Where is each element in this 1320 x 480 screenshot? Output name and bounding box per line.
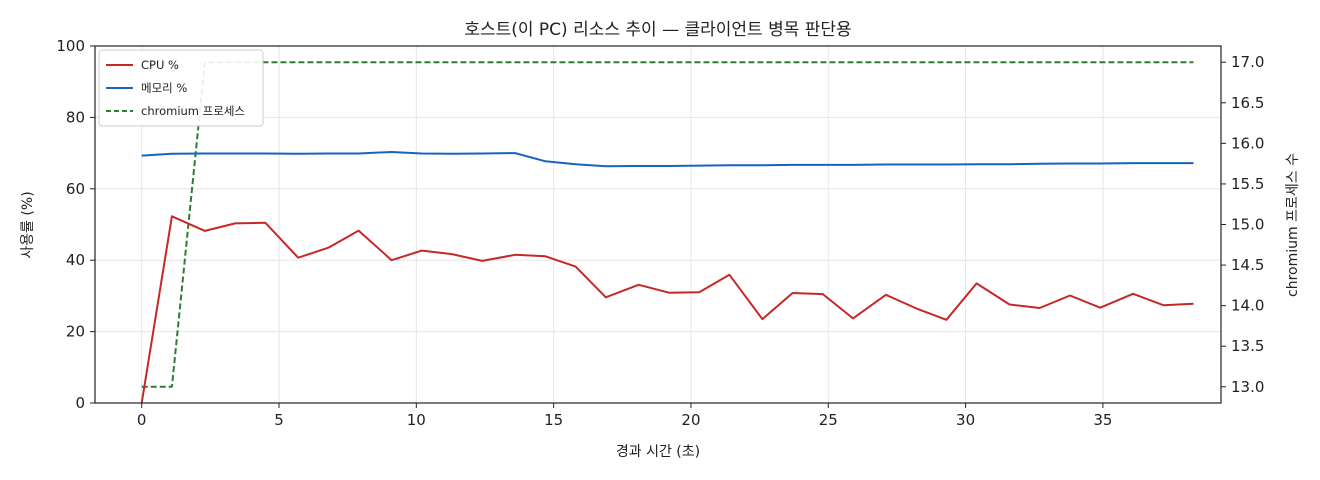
y-axis-label: 사용률 (%) bbox=[20, 191, 36, 258]
x-tick-label: 30 bbox=[956, 411, 975, 429]
series-line-cpu bbox=[140, 215, 1194, 404]
y-tick-label: 40 bbox=[66, 251, 85, 269]
x-tick-label: 35 bbox=[1093, 411, 1112, 429]
y2-tick-label: 13.5 bbox=[1231, 337, 1264, 355]
series-line-memory bbox=[141, 151, 1194, 168]
y2-tick-label: 15.0 bbox=[1231, 216, 1264, 234]
legend-label-cpu: CPU % bbox=[141, 58, 179, 72]
x-axis: 0 5 10 15 20 25 30 35 bbox=[137, 403, 1112, 429]
y-tick-label: 80 bbox=[66, 108, 85, 126]
legend: CPU % 메모리 % chromium 프로세스 bbox=[98, 49, 264, 127]
y2-tick-label: 16.0 bbox=[1231, 134, 1264, 152]
y-axis-left: 0 20 40 60 80 100 bbox=[56, 37, 95, 412]
grid-lines bbox=[95, 45, 1221, 404]
y2-tick-label: 14.5 bbox=[1231, 256, 1264, 274]
y-tick-label: 100 bbox=[56, 37, 85, 55]
series-line-chromium bbox=[141, 61, 1194, 388]
y2-tick-label: 16.5 bbox=[1231, 94, 1264, 112]
x-axis-label: 경과 시간 (초) bbox=[616, 444, 700, 460]
x-tick-label: 15 bbox=[544, 411, 563, 429]
series-layer bbox=[140, 61, 1194, 404]
y2-axis-label: chromium 프로세스 수 bbox=[1285, 153, 1301, 297]
legend-label-memory: 메모리 % bbox=[141, 81, 187, 95]
plot-frame bbox=[94, 45, 1222, 404]
y2-tick-label: 14.0 bbox=[1231, 297, 1264, 315]
chart-title: 호스트(이 PC) 리소스 추이 — 클라이언트 병목 판단용 bbox=[464, 20, 851, 40]
y-tick-label: 20 bbox=[66, 323, 85, 341]
x-tick-label: 20 bbox=[681, 411, 700, 429]
x-tick-label: 0 bbox=[137, 411, 147, 429]
x-tick-label: 10 bbox=[407, 411, 426, 429]
y-axis-right: 13.0 13.5 14.0 14.5 15.0 15.5 16.0 16.5 17.0 bbox=[1221, 53, 1264, 396]
y-tick-label: 0 bbox=[75, 394, 85, 412]
legend-label-chromium: chromium 프로세스 bbox=[141, 104, 245, 118]
x-tick-label: 5 bbox=[274, 411, 284, 429]
y2-tick-label: 13.0 bbox=[1231, 378, 1264, 396]
y2-tick-label: 15.5 bbox=[1231, 175, 1264, 193]
y-tick-label: 60 bbox=[66, 180, 85, 198]
legend-box bbox=[98, 49, 264, 127]
y2-tick-label: 17.0 bbox=[1231, 53, 1264, 71]
x-tick-label: 25 bbox=[819, 411, 838, 429]
